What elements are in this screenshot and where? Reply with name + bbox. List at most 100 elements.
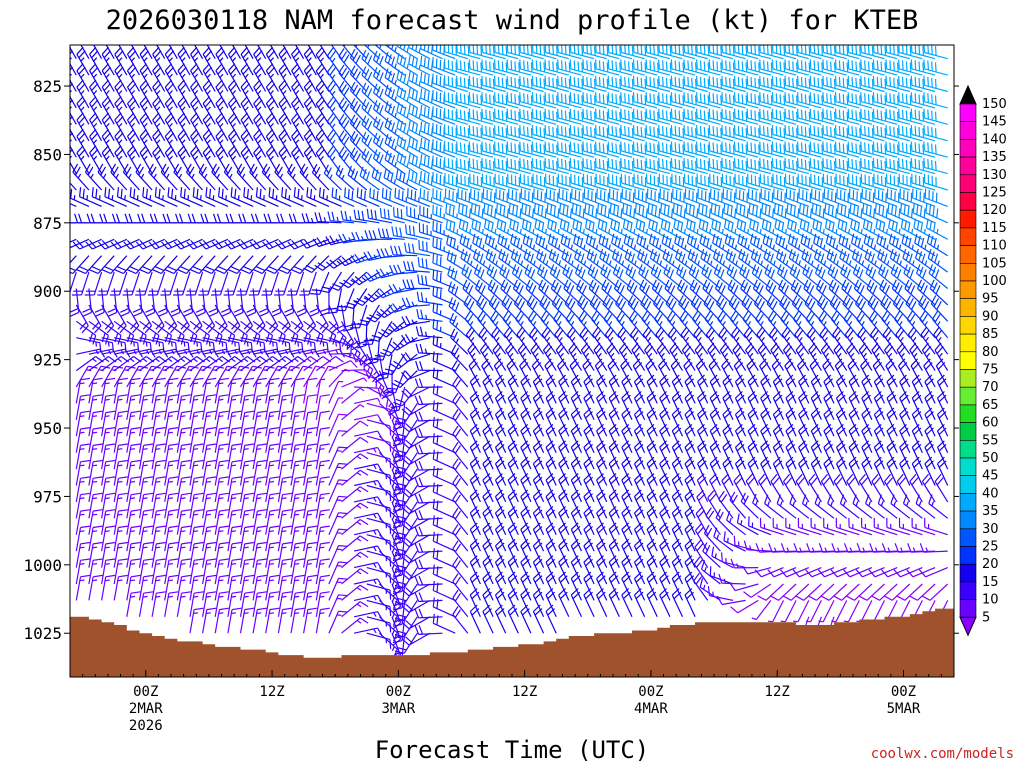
wind-barb xyxy=(710,203,734,224)
wind-barb xyxy=(790,279,810,306)
wind-barb xyxy=(72,163,90,191)
wind-barb xyxy=(487,279,507,306)
wind-barb xyxy=(227,145,242,174)
wind-barb xyxy=(797,59,822,76)
wind-barb xyxy=(113,443,128,470)
wind-barb xyxy=(702,279,721,306)
wind-barb xyxy=(728,295,747,322)
wind-barb xyxy=(784,157,809,175)
wind-barb xyxy=(872,45,898,60)
wind-barb xyxy=(802,264,822,289)
wind-barb xyxy=(785,188,810,207)
wind-barb xyxy=(123,238,153,250)
wind-barb xyxy=(860,108,885,125)
wind-barb xyxy=(284,288,295,317)
wind-barb xyxy=(202,96,216,125)
wind-barb xyxy=(388,283,418,294)
wind-barb xyxy=(773,203,797,224)
wind-barb xyxy=(527,310,545,339)
wind-barb xyxy=(327,129,342,158)
wind-barb xyxy=(847,75,873,93)
wind-barb xyxy=(394,632,418,654)
colorbar-label: 55 xyxy=(982,433,999,448)
wind-barb xyxy=(834,75,860,93)
wind-barb xyxy=(507,604,519,634)
wind-barb xyxy=(152,96,166,125)
wind-barb xyxy=(573,233,595,257)
wind-barb xyxy=(485,248,507,273)
wind-barb xyxy=(729,491,747,519)
wind-barb xyxy=(456,75,481,93)
wind-barb xyxy=(70,238,90,249)
wind-barb xyxy=(401,599,431,613)
wind-barb xyxy=(847,125,873,142)
wind-barb xyxy=(252,591,267,617)
wind-barb xyxy=(658,125,683,142)
wind-barb xyxy=(779,295,797,322)
wind-barb xyxy=(834,125,860,142)
wind-barb xyxy=(835,517,860,536)
wind-barb xyxy=(417,257,443,273)
wind-barb xyxy=(795,583,822,601)
wind-barb xyxy=(494,125,519,142)
colorbar-swatch xyxy=(959,563,977,583)
wind-barb xyxy=(712,248,734,273)
wind-barb xyxy=(910,45,936,60)
wind-barb xyxy=(502,310,519,339)
wind-barb xyxy=(683,157,708,175)
wind-barb xyxy=(252,541,267,568)
wind-barb xyxy=(724,233,746,257)
wind-barb xyxy=(481,45,506,60)
wind-barb xyxy=(243,187,266,207)
wind-barb xyxy=(645,75,671,93)
wind-barb xyxy=(574,264,595,289)
wind-barb xyxy=(147,271,166,296)
wind-barb xyxy=(531,45,557,60)
wind-barb xyxy=(323,164,342,191)
wind-barb xyxy=(603,310,620,339)
wind-barb xyxy=(632,358,646,388)
wind-barb xyxy=(114,255,140,275)
y-tick-label: 900 xyxy=(33,282,62,301)
wind-barb xyxy=(696,473,709,503)
wind-barb xyxy=(401,315,430,326)
wind-barb xyxy=(510,248,532,273)
wind-barb xyxy=(818,600,835,623)
wind-barb xyxy=(927,248,949,273)
wind-barb xyxy=(414,625,443,635)
wind-barb xyxy=(683,59,708,76)
wind-barb xyxy=(872,358,886,388)
wind-barb xyxy=(89,96,103,125)
wind-barb xyxy=(645,92,671,109)
wind-barb xyxy=(189,558,204,585)
wind-barb xyxy=(76,63,90,92)
colorbar-arrow-top xyxy=(959,84,977,105)
wind-barb xyxy=(145,288,156,317)
wind-barb xyxy=(277,558,292,585)
wind-barb xyxy=(877,248,898,273)
wind-barb xyxy=(709,188,734,207)
wind-barb xyxy=(314,255,342,271)
wind-barb xyxy=(775,233,797,257)
wind-barb xyxy=(341,377,368,388)
wind-barb xyxy=(586,248,608,273)
wind-barb xyxy=(164,574,179,601)
wind-barb xyxy=(315,558,330,585)
colorbar-swatch xyxy=(959,227,977,246)
wind-barb xyxy=(460,248,481,273)
wind-barb xyxy=(114,112,128,142)
wind-barb xyxy=(303,509,318,535)
wind-barb xyxy=(553,310,570,339)
wind-barb xyxy=(747,173,772,191)
wind-barb xyxy=(177,96,191,125)
wind-barb xyxy=(506,125,532,142)
wind-barb xyxy=(731,326,747,355)
wind-barb xyxy=(252,410,267,437)
wind-barb xyxy=(508,203,532,224)
wind-barb xyxy=(190,63,204,92)
wind-barb xyxy=(709,473,721,503)
wind-barb xyxy=(755,310,772,339)
wind-barb xyxy=(340,210,367,224)
wind-barb xyxy=(721,125,746,142)
colorbar-label: 125 xyxy=(982,186,1007,201)
